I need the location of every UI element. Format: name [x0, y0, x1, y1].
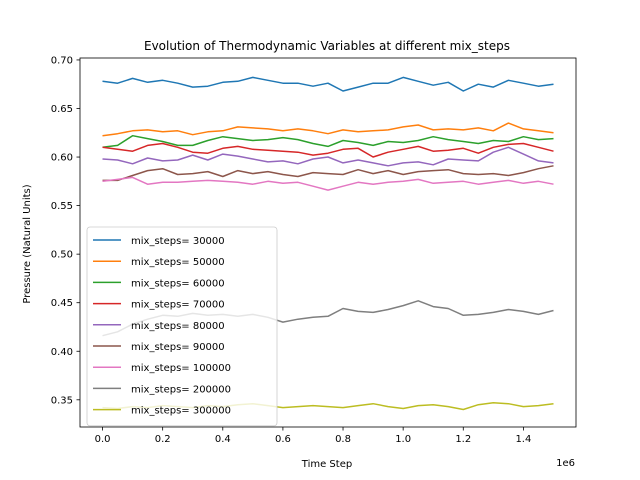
legend: mix_steps= 30000 mix_steps= 50000 mix_step… — [86, 226, 278, 427]
x-tick-label: 0.6 — [275, 434, 291, 445]
y-tick-label: 0.65 — [51, 104, 73, 115]
series-line-6 — [102, 165, 554, 182]
series-line-3 — [102, 134, 554, 149]
legend-entry: mix_steps= 90000 — [131, 342, 225, 353]
legend-entry: mix_steps= 300000 — [131, 406, 231, 417]
y-tick-label: 0.35 — [51, 395, 73, 406]
series-line-2 — [102, 122, 554, 137]
x-tick-label: 1.2 — [455, 434, 471, 445]
legend-box — [86, 226, 278, 427]
series-line-5 — [102, 146, 554, 167]
x-tick-label: 0.2 — [155, 434, 171, 445]
series-line-7 — [102, 176, 554, 191]
chart-title: Evolution of Thermodynamic Variables at … — [144, 39, 510, 53]
legend-entry: mix_steps= 80000 — [131, 321, 225, 332]
y-tick-label: 0.40 — [51, 347, 73, 358]
legend-entry: mix_steps= 70000 — [131, 300, 225, 311]
legend-entry: mix_steps= 50000 — [131, 257, 225, 268]
legend-entry: mix_steps= 30000 — [131, 236, 225, 247]
x-tick-label: 0.4 — [215, 434, 231, 445]
y-tick-label: 0.70 — [51, 55, 73, 66]
legend-entry: mix_steps= 100000 — [131, 363, 231, 374]
x-axis-label: Time Step — [301, 459, 352, 470]
y-tick-label: 0.45 — [51, 298, 73, 309]
axes-frame — [79, 57, 577, 428]
series-line-1 — [102, 76, 554, 92]
y-tick-label: 0.60 — [51, 153, 73, 164]
legend-entry: mix_steps= 60000 — [131, 278, 225, 289]
x-tick-label: 1.4 — [515, 434, 531, 445]
y-axis-label: Pressure (Natural Units) — [22, 184, 33, 303]
axes: 0.0 0.2 0.4 0.6 0.8 1.0 1.2 1.4 0.35 0.40 0.45 0.50… — [51, 55, 577, 445]
x-axis-offset-label: 1e6 — [556, 458, 575, 469]
x-tick-label: 0.8 — [335, 434, 351, 445]
series-line-4 — [102, 142, 554, 158]
x-tick-label: 1.0 — [395, 434, 411, 445]
x-tick-label: 0.0 — [95, 434, 111, 445]
y-tick-label: 0.55 — [51, 201, 73, 212]
y-tick-label: 0.50 — [51, 250, 73, 261]
legend-entry: mix_steps= 200000 — [131, 384, 231, 395]
